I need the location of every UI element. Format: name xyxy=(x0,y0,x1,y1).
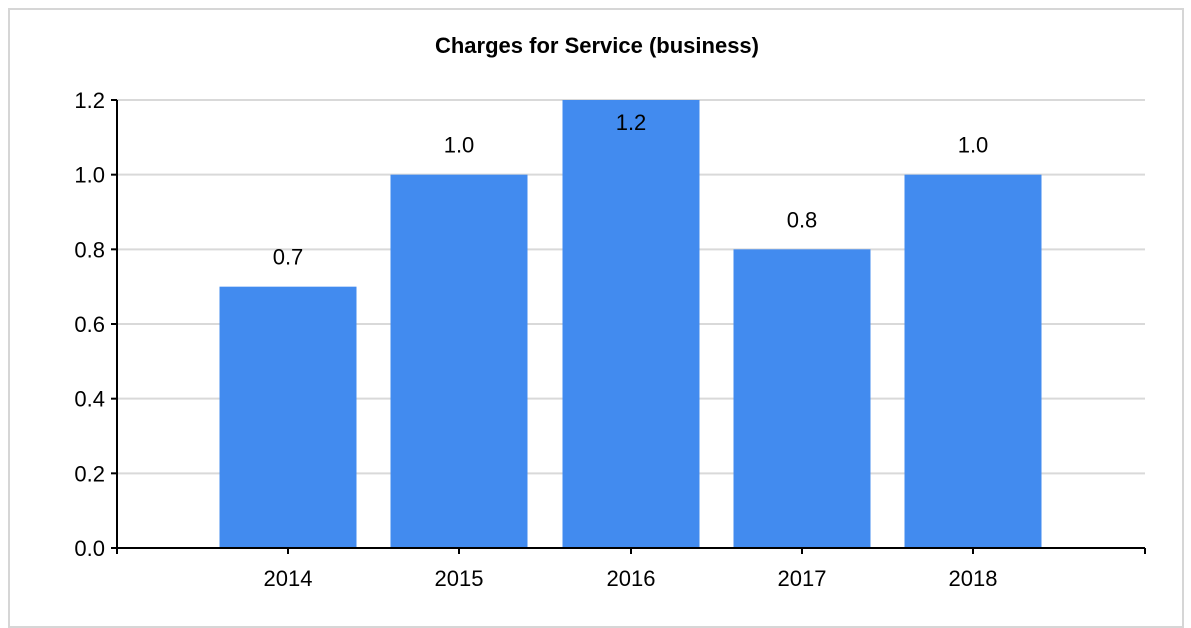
x-axis-ticks: 2014 2015 2016 2017 2018 xyxy=(264,548,998,591)
y-tick-label: 0.0 xyxy=(74,536,105,561)
data-label-2014: 0.7 xyxy=(273,245,304,270)
bar-2014 xyxy=(220,287,357,548)
bar-2016 xyxy=(563,100,700,548)
y-tick-label: 0.6 xyxy=(74,312,105,337)
bar-2015 xyxy=(391,175,528,548)
bar-2017 xyxy=(734,249,871,548)
y-tick-label: 1.2 xyxy=(74,88,105,113)
y-tick-label: 0.4 xyxy=(74,387,105,412)
data-label-2016: 1.2 xyxy=(616,110,647,135)
y-axis-ticks: 0.0 0.2 0.4 0.6 0.8 1.0 1.2 xyxy=(74,88,117,561)
chart-title: Charges for Service (business) xyxy=(435,33,759,58)
data-label-2017: 0.8 xyxy=(787,207,818,232)
data-label-2015: 1.0 xyxy=(444,133,475,158)
data-label-2018: 1.0 xyxy=(958,133,989,158)
x-tick-label-2018: 2018 xyxy=(949,566,998,591)
y-tick-label: 0.2 xyxy=(74,461,105,486)
y-tick-label: 1.0 xyxy=(74,163,105,188)
y-tick-label: 0.8 xyxy=(74,237,105,262)
bars xyxy=(220,100,1042,548)
x-tick-label-2016: 2016 xyxy=(607,566,656,591)
x-tick-label-2017: 2017 xyxy=(778,566,827,591)
x-tick-label-2015: 2015 xyxy=(435,566,484,591)
x-tick-label-2014: 2014 xyxy=(264,566,313,591)
bar-2018 xyxy=(905,175,1042,548)
